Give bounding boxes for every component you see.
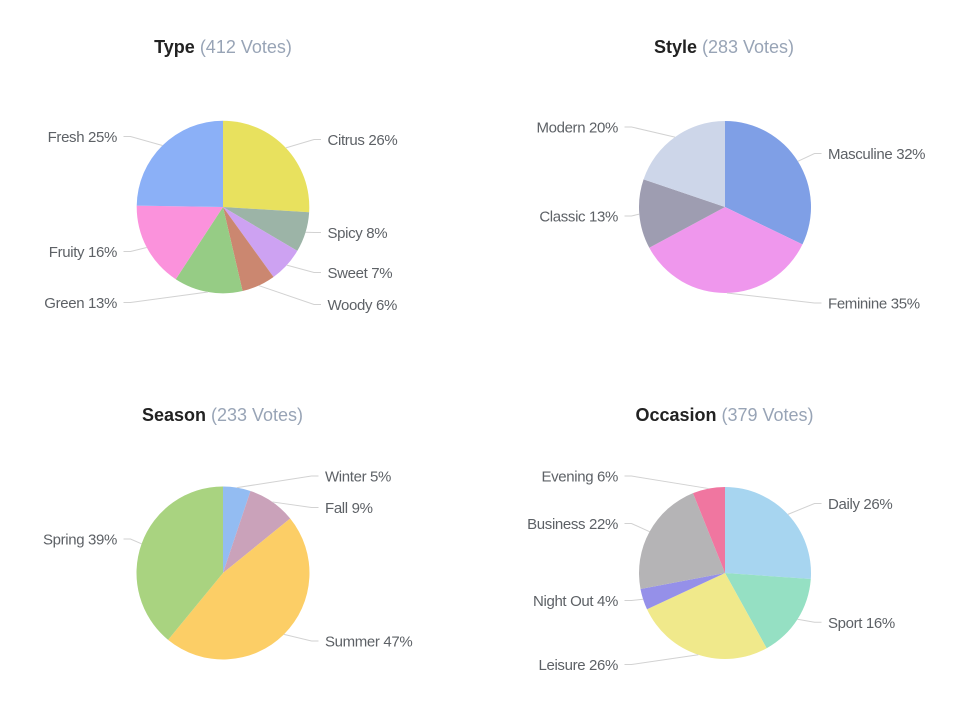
svg-text:Citrus 26%: Citrus 26% xyxy=(328,132,398,149)
svg-text:Business 22%: Business 22% xyxy=(527,516,618,533)
svg-text:Evening 6%: Evening 6% xyxy=(541,469,618,486)
svg-text:Fresh 25%: Fresh 25% xyxy=(48,129,117,146)
svg-text:Green 13%: Green 13% xyxy=(44,295,117,312)
svg-text:Sweet 7%: Sweet 7% xyxy=(328,265,393,282)
svg-text:Season (233 Votes): Season (233 Votes) xyxy=(142,405,303,425)
svg-text:Spring 39%: Spring 39% xyxy=(43,532,117,549)
svg-text:Occasion (379 Votes): Occasion (379 Votes) xyxy=(635,405,813,425)
svg-text:Summer 47%: Summer 47% xyxy=(325,634,412,651)
svg-text:Winter 5%: Winter 5% xyxy=(325,469,391,486)
svg-text:Daily 26%: Daily 26% xyxy=(828,496,892,513)
svg-text:Masculine 32%: Masculine 32% xyxy=(828,146,925,163)
svg-text:Fruity 16%: Fruity 16% xyxy=(49,244,117,261)
svg-text:Woody 6%: Woody 6% xyxy=(328,297,397,314)
svg-text:Type (412 Votes): Type (412 Votes) xyxy=(154,37,292,57)
svg-text:Fall 9%: Fall 9% xyxy=(325,500,373,517)
svg-text:Night Out 4%: Night Out 4% xyxy=(533,593,618,610)
svg-text:Leisure 26%: Leisure 26% xyxy=(538,657,618,674)
svg-text:Modern 20%: Modern 20% xyxy=(536,120,618,137)
svg-text:Spicy 8%: Spicy 8% xyxy=(328,225,388,242)
svg-text:Style (283 Votes): Style (283 Votes) xyxy=(654,37,794,57)
svg-text:Classic 13%: Classic 13% xyxy=(539,209,618,226)
svg-text:Feminine 35%: Feminine 35% xyxy=(828,296,920,313)
svg-text:Sport 16%: Sport 16% xyxy=(828,615,895,632)
